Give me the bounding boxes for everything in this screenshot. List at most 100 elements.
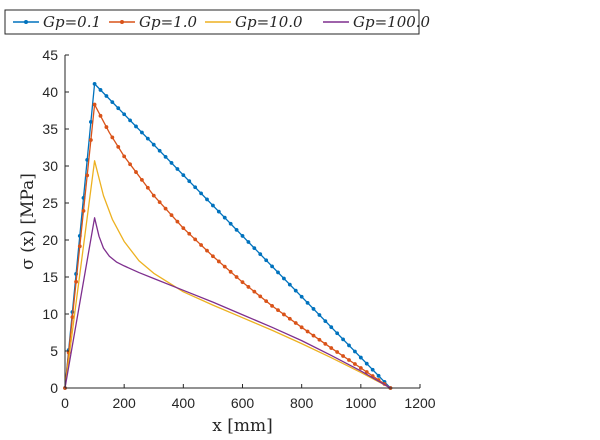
series-marker-1: [376, 373, 381, 378]
series-marker-1: [305, 300, 310, 305]
legend-marker-1: [24, 20, 28, 24]
y-axis-label: σ (x) [MPa]: [18, 173, 38, 270]
series-marker-2: [222, 264, 227, 269]
series-marker-2: [335, 350, 340, 354]
legend-label-1: Gp=0.1: [43, 13, 101, 31]
x-tick-label: 1200: [404, 395, 435, 411]
y-tick-label: 40: [42, 84, 58, 100]
series-marker-2: [341, 354, 345, 358]
series-marker-1: [92, 81, 97, 86]
plot-series: [63, 81, 393, 390]
series-marker-1: [264, 258, 269, 263]
series-marker-2: [151, 193, 156, 198]
series-marker-2: [276, 308, 280, 313]
series-marker-1: [222, 215, 227, 220]
series-marker-1: [187, 179, 192, 184]
series-marker-1: [335, 331, 340, 336]
series-line-1: [64, 83, 391, 389]
series-marker-2: [110, 135, 115, 140]
series-line-4: [64, 217, 391, 389]
series-marker-1: [299, 294, 304, 299]
legend-label-3: Gp=10.0: [235, 13, 303, 31]
series-marker-2: [228, 269, 233, 274]
series-marker-2: [74, 279, 78, 284]
series-marker-2: [199, 243, 203, 247]
series-marker-1: [270, 264, 274, 269]
series-marker-2: [305, 329, 310, 334]
series-marker-1: [122, 112, 127, 117]
series-marker-2: [317, 337, 322, 342]
series-marker-2: [181, 226, 186, 231]
series-marker-2: [246, 285, 251, 289]
series-marker-1: [282, 276, 286, 281]
x-tick-label: 200: [112, 395, 136, 411]
series-marker-2: [98, 113, 103, 118]
series-marker-2: [216, 259, 221, 264]
x-tick-label: 0: [61, 395, 69, 411]
legend-label-4: Gp=100.0: [353, 13, 431, 31]
series-marker-1: [181, 173, 186, 178]
series-marker-1: [311, 307, 316, 311]
series-marker-2: [323, 341, 328, 346]
y-tick-label: 30: [42, 158, 58, 174]
series-marker-2: [311, 333, 316, 338]
series-marker-1: [169, 161, 174, 165]
series-marker-2: [347, 358, 351, 362]
series-marker-1: [104, 94, 109, 98]
axes: 0 200 400 600 800 1000 1200 0 5 10 15 20 25 30 35 40 45 x…: [18, 47, 436, 436]
series-marker-2: [234, 275, 239, 279]
series-line-2: [64, 103, 391, 389]
series-marker-1: [329, 325, 334, 330]
series-marker-2: [211, 254, 215, 259]
series-marker-2: [364, 370, 369, 374]
series-marker-1: [287, 282, 292, 287]
x-tick-label: 400: [172, 395, 196, 411]
series-marker-1: [199, 191, 203, 196]
series-line-3: [64, 160, 391, 389]
series-marker-2: [299, 325, 304, 330]
series-marker-1: [151, 142, 156, 147]
series-marker-1: [276, 270, 280, 275]
series-marker-2: [128, 162, 132, 167]
series-marker-1: [205, 197, 209, 202]
series-marker-1: [246, 240, 251, 244]
y-tick-label: 5: [50, 343, 58, 359]
series-marker-1: [252, 246, 257, 250]
series-marker-1: [323, 319, 328, 323]
series-marker-2: [169, 213, 174, 218]
series-marker-1: [88, 119, 93, 124]
series-marker-2: [329, 346, 334, 350]
series-marker-2: [187, 231, 192, 236]
series-marker-2: [205, 248, 209, 253]
series-marker-2: [287, 316, 292, 321]
series-marker-2: [134, 170, 138, 174]
y-tick-label: 20: [42, 232, 58, 248]
series-marker-2: [70, 315, 75, 320]
series-marker-2: [282, 312, 286, 317]
series-marker-1: [240, 234, 245, 238]
x-tick-label: 600: [231, 395, 255, 411]
x-axis-label: x [mm]: [212, 416, 273, 436]
series-marker-1: [317, 313, 322, 317]
series-marker-2: [77, 244, 82, 249]
series-marker-2: [81, 208, 86, 213]
series-marker-2: [353, 362, 357, 366]
series-marker-1: [175, 167, 180, 171]
legend-label-2: Gp=1.0: [139, 13, 197, 31]
series-marker-1: [358, 355, 363, 360]
series-marker-2: [270, 303, 274, 308]
series-marker-1: [110, 100, 115, 105]
series-marker-2: [88, 138, 93, 142]
legend: Gp=0.1 Gp=1.0 Gp=10.0 Gp=100.0: [4, 9, 431, 35]
series-marker-1: [116, 106, 121, 111]
series-marker-1: [193, 185, 198, 190]
series-marker-1: [128, 118, 132, 123]
series-marker-2: [252, 289, 257, 294]
series-marker-1: [211, 203, 215, 208]
series-marker-1: [228, 221, 233, 226]
series-marker-1: [216, 209, 221, 214]
series-marker-2: [145, 185, 150, 190]
series-marker-1: [353, 349, 357, 354]
series-marker-1: [98, 88, 103, 92]
